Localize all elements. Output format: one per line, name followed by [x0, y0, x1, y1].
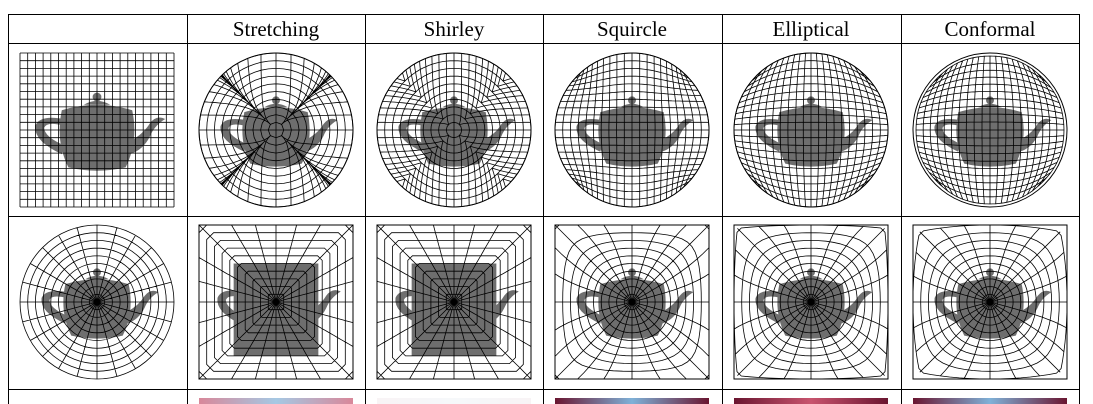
cell-source-square-grid	[19, 52, 175, 208]
cell-square-stretching	[198, 224, 354, 380]
row-disc-to-square	[19, 224, 1068, 380]
heatmap-strip	[555, 398, 709, 404]
header-stretching: Stretching	[233, 17, 320, 41]
column-headers: Stretching Shirley Squircle Elliptical C…	[233, 17, 1036, 41]
heatmap-strip	[913, 398, 1067, 404]
header-conformal: Conformal	[945, 17, 1036, 41]
table-grid	[8, 14, 1080, 404]
cell-square-conformal	[912, 224, 1068, 380]
cell-source-polar-disc	[19, 224, 175, 380]
row-square-to-disc	[19, 52, 1068, 208]
cell-disc-conformal	[912, 52, 1068, 208]
cell-square-elliptical	[733, 224, 889, 380]
cell-disc-elliptical	[733, 52, 889, 208]
row-distortion-heatmap	[199, 398, 1067, 404]
header-elliptical: Elliptical	[773, 17, 850, 41]
teapot-silhouette	[35, 92, 166, 171]
header-shirley: Shirley	[424, 17, 485, 41]
heatmap-strip	[199, 398, 353, 404]
cell-square-squircle	[554, 224, 710, 380]
cell-disc-squircle	[554, 52, 710, 208]
cell-disc-shirley	[376, 52, 532, 208]
heatmap-strip	[377, 398, 531, 404]
cell-disc-stretching	[198, 52, 354, 208]
header-squircle: Squircle	[597, 17, 667, 41]
cell-square-shirley	[376, 224, 532, 380]
heatmap-strip	[734, 398, 888, 404]
